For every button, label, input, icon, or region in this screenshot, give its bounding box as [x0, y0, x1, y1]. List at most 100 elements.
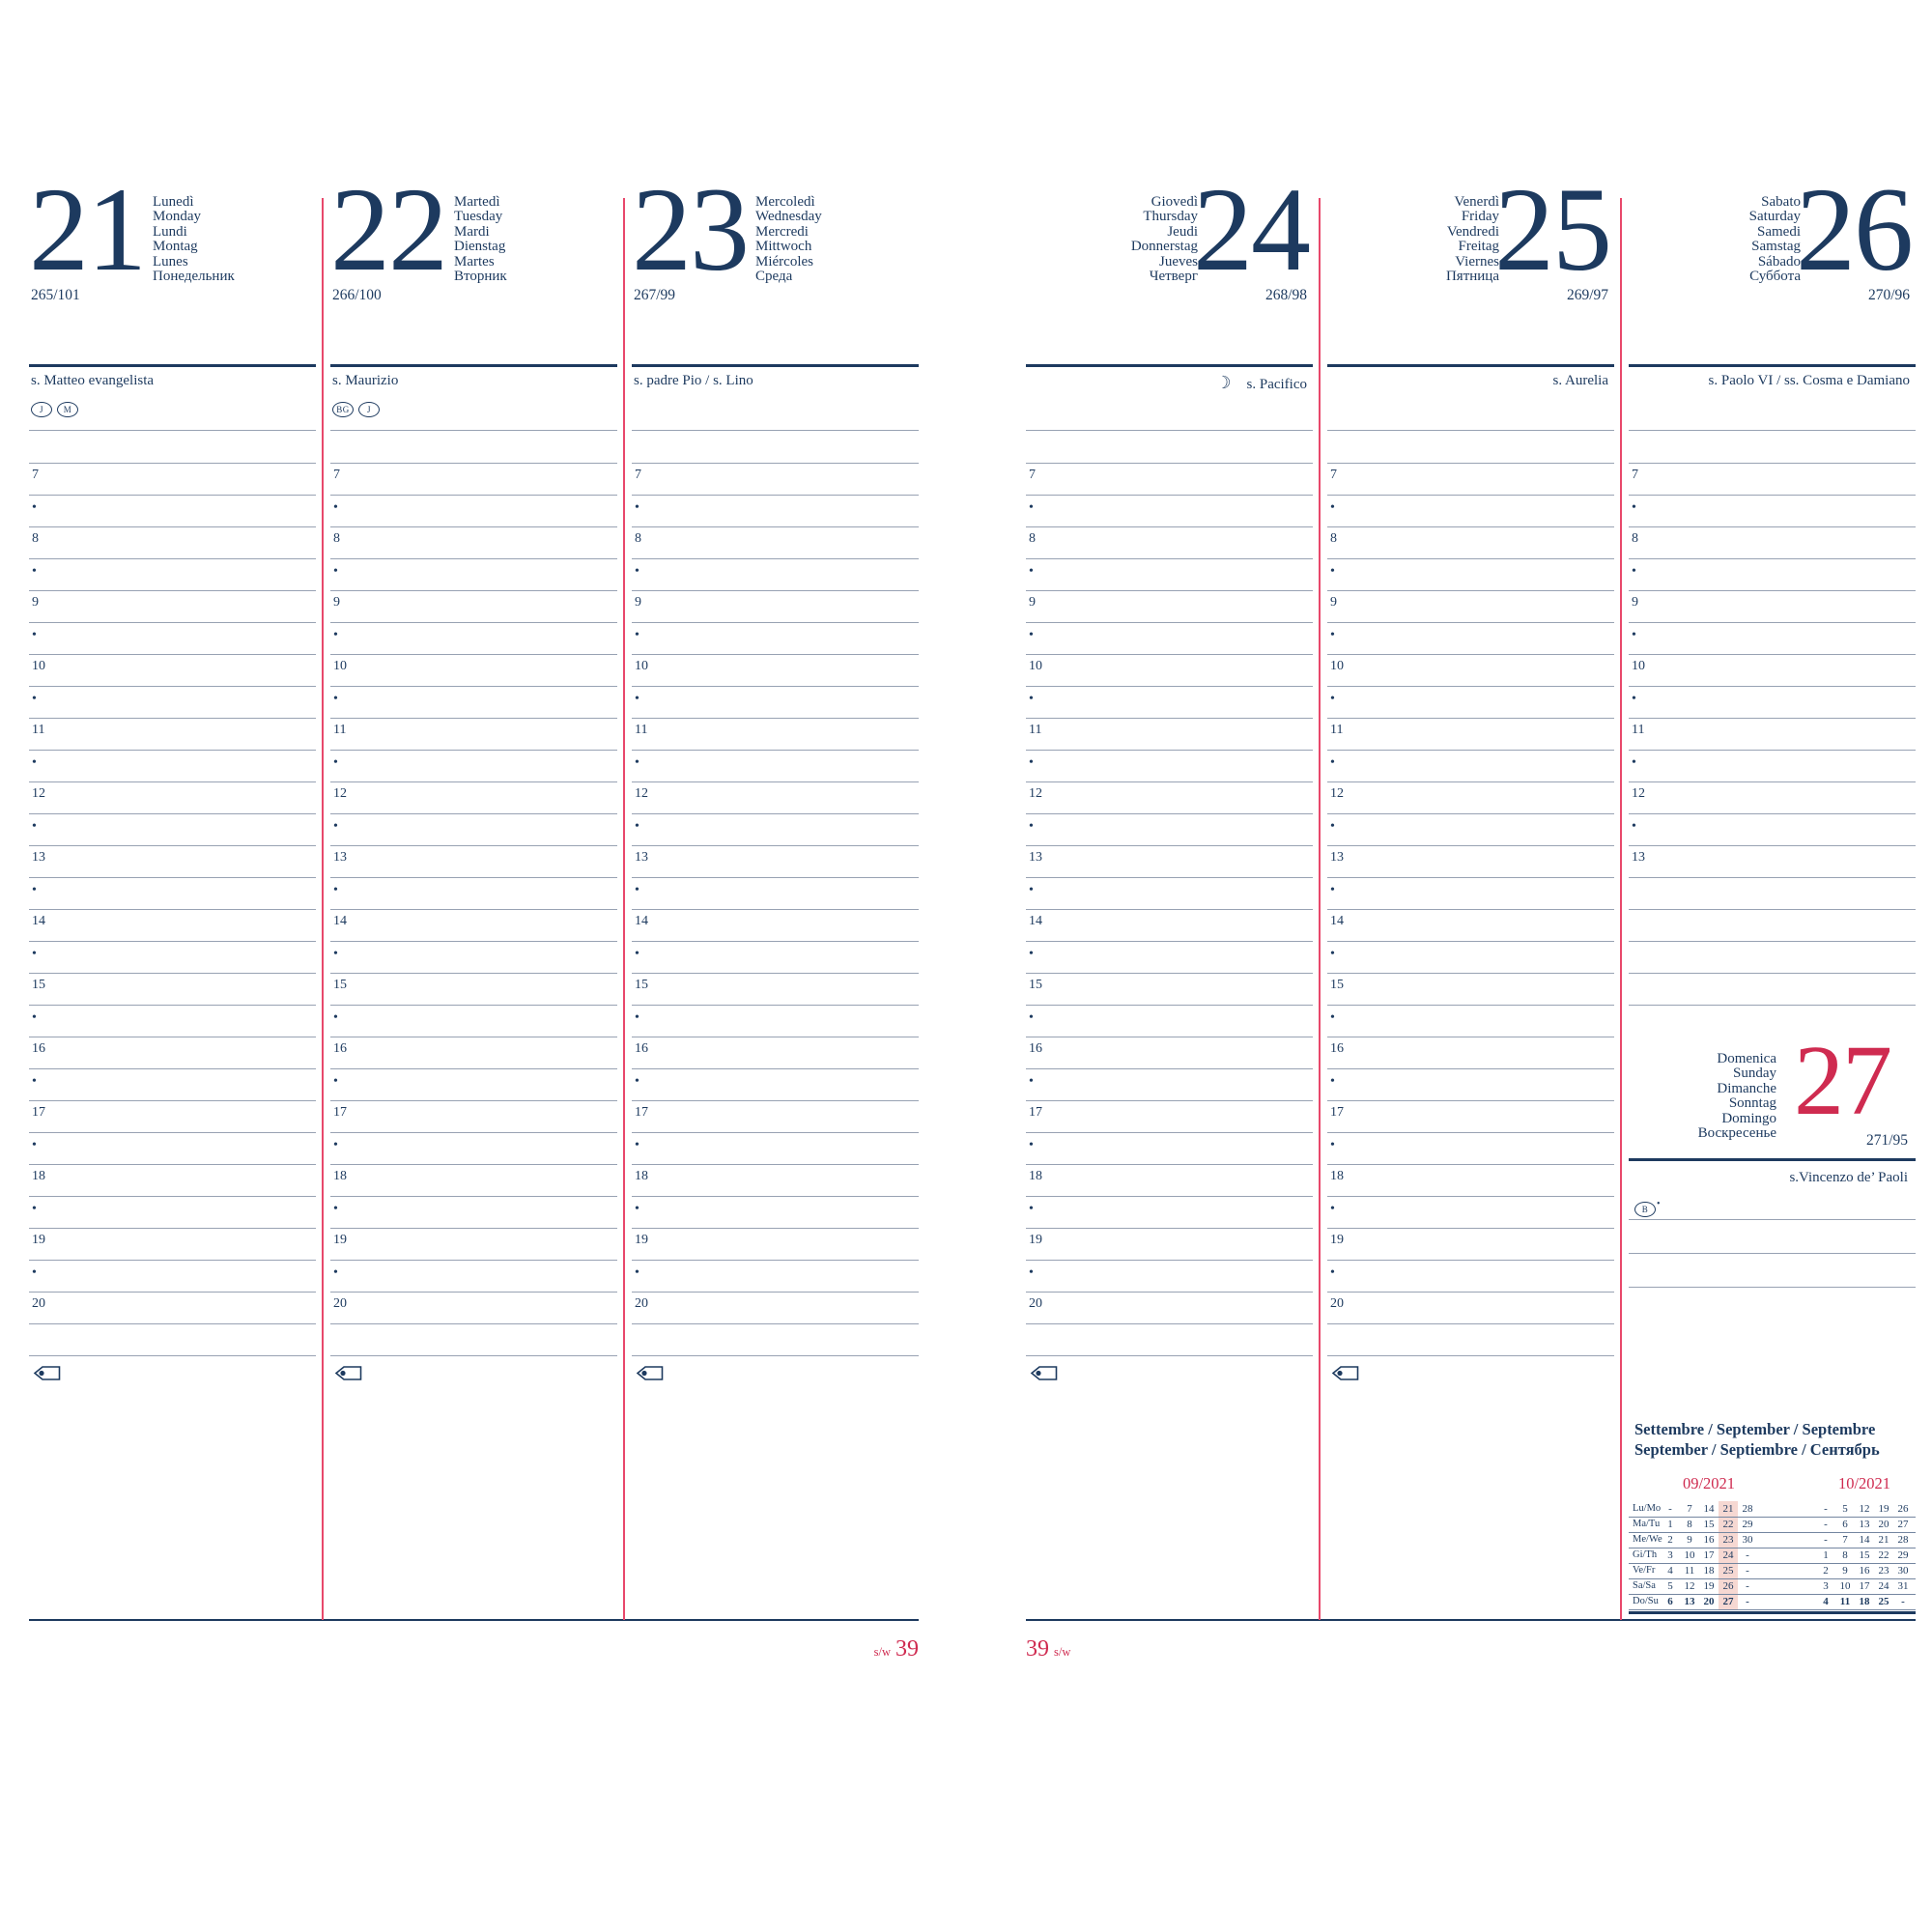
half-hour-dot: • [1330, 755, 1335, 770]
hour-label: 11 [1029, 723, 1042, 737]
mini-calendar-day: - [1668, 1503, 1672, 1515]
half-hour-dot: • [32, 947, 37, 961]
ruled-line [1629, 781, 1916, 782]
ruled-line [1026, 430, 1313, 431]
day-number: 23 [632, 163, 750, 296]
header-rule [330, 364, 617, 367]
hour-label: 17 [1029, 1105, 1042, 1120]
half-hour-dot: • [1330, 564, 1335, 579]
day-counter: 271/95 [1865, 1132, 1908, 1149]
day-name: Freitag [1458, 239, 1500, 255]
mini-calendar-day: 18 [1703, 1565, 1715, 1577]
ruled-line [29, 558, 316, 559]
day-counter: 265/101 [31, 287, 80, 303]
ruled-line [29, 718, 316, 719]
hour-label: 14 [32, 914, 45, 928]
hour-label: 10 [32, 659, 45, 673]
hour-label: 7 [1029, 468, 1036, 482]
hour-label: 8 [635, 531, 641, 546]
day-number: 22 [330, 163, 448, 296]
hour-label: 20 [32, 1296, 45, 1311]
day-name: Воскресенье [1697, 1125, 1776, 1142]
mini-calendar-row: Sa/Sa 5 12 19 26- 3 10 17 24 31 [1629, 1578, 1916, 1595]
ruled-line [1026, 941, 1313, 942]
saint-row: s. Maurizio [332, 373, 398, 389]
hour-label: 13 [635, 850, 648, 865]
mini-calendar-day: 1 [1667, 1519, 1673, 1530]
ruled-line [330, 1068, 617, 1069]
holiday-badge: J [31, 402, 52, 417]
mini-calendar-day: 27 [1722, 1596, 1734, 1607]
ruled-line [330, 495, 617, 496]
week-number: 39 [1026, 1636, 1049, 1662]
ruled-line [330, 686, 617, 687]
ruled-line [1629, 495, 1916, 496]
mini-calendar-row: Do/Su 6 13 20 27 - 4 11 18 25 - [1629, 1594, 1916, 1610]
holiday-badge: J [358, 402, 380, 417]
mini-calendar-day: 5 [1842, 1503, 1848, 1515]
half-hour-dot: • [1029, 500, 1034, 515]
day-names: Sabato Saturday Samedi Samstag Sábado Суббота [1749, 194, 1801, 284]
day-number: 27 [1794, 1025, 1892, 1136]
half-hour-dot: • [1330, 1138, 1335, 1152]
ruled-line [1629, 654, 1916, 655]
ruled-line [330, 430, 617, 431]
mini-calendar-day: - [1824, 1503, 1828, 1515]
half-hour-dot: • [1029, 628, 1034, 642]
mini-calendar-day: 26 [1897, 1503, 1909, 1515]
ruled-line [1629, 1005, 1916, 1006]
mini-calendar-row-label: Gi/Th [1633, 1549, 1658, 1560]
half-hour-dot: • [32, 1074, 37, 1089]
day-name: Lundi [153, 223, 187, 240]
mini-calendar-day: 12 [1684, 1580, 1695, 1592]
mini-calendar-day: - [1901, 1596, 1905, 1607]
mini-calendar-day: 4 [1667, 1565, 1673, 1577]
hour-label: 16 [32, 1041, 45, 1056]
mini-calendar-day: 23 [1722, 1534, 1734, 1546]
half-hour-dot: • [1029, 564, 1034, 579]
half-hour-dot: • [32, 628, 37, 642]
day-column-26: 26 Sabato Saturday Samedi Samstag Sábado Суббо… [1629, 170, 1916, 1633]
mini-calendar-day: - [1746, 1549, 1749, 1561]
mini-calendar-title: Settembre / September / Septembre [1634, 1420, 1876, 1438]
header-rule [1629, 364, 1916, 367]
hour-label: 15 [1029, 978, 1042, 992]
ruled-line [632, 686, 919, 687]
ruled-line [29, 1196, 316, 1197]
ruled-line [330, 845, 617, 846]
half-hour-dot: • [1029, 1010, 1034, 1025]
header-rule [1327, 364, 1614, 367]
day-counter: 266/100 [332, 287, 382, 303]
ruled-line [1026, 1323, 1313, 1324]
mini-calendar-day: - [1746, 1565, 1749, 1577]
mini-calendar-day: 16 [1859, 1565, 1870, 1577]
ruled-line [29, 1164, 316, 1165]
hour-label: 12 [1632, 786, 1645, 801]
ruled-line [29, 941, 316, 942]
mini-calendar-row: Ve/Fr 4 11 18 25- 2 9 16 23 30 [1629, 1563, 1916, 1579]
half-hour-dot: • [333, 1074, 338, 1089]
ruled-line [29, 686, 316, 687]
ruled-line [1327, 1355, 1614, 1356]
ruled-line [1629, 941, 1916, 942]
day-name: Domenica [1717, 1051, 1776, 1066]
ruled-line [29, 1323, 316, 1324]
hour-label: 12 [635, 786, 648, 801]
ruled-line [1026, 813, 1313, 814]
ruled-line [1629, 1287, 1916, 1288]
week-number-left: s/w 39 [29, 1637, 919, 1661]
mini-calendar-day: 14 [1703, 1503, 1715, 1515]
day-counter: 269/97 [1566, 287, 1608, 303]
hour-label: 8 [1632, 531, 1638, 546]
week-label: s/w [1054, 1645, 1071, 1659]
column-divider-line [322, 198, 324, 1620]
day-name: Sábado [1757, 253, 1801, 270]
day-number: 26 [1796, 163, 1914, 296]
ruled-line [1629, 590, 1916, 591]
mini-calendar-day: 2 [1823, 1565, 1829, 1577]
half-hour-dot: • [1029, 1138, 1034, 1152]
day-name: Wednesday [755, 209, 822, 225]
mini-calendar-day: 2 [1667, 1534, 1673, 1546]
hour-label: 7 [635, 468, 641, 482]
half-hour-dot: • [1330, 1074, 1335, 1089]
